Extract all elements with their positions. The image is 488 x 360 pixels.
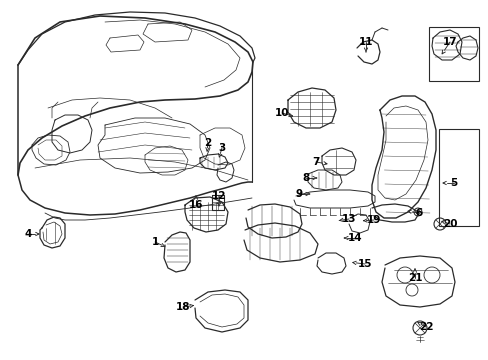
Text: 10: 10 xyxy=(274,108,289,118)
Text: 3: 3 xyxy=(218,143,225,153)
Text: 15: 15 xyxy=(357,259,371,269)
Text: 18: 18 xyxy=(175,302,190,312)
Text: 19: 19 xyxy=(366,215,381,225)
Text: 9: 9 xyxy=(295,189,302,199)
Text: 16: 16 xyxy=(188,200,203,210)
Text: 13: 13 xyxy=(341,214,356,224)
Text: 2: 2 xyxy=(204,138,211,148)
Text: 21: 21 xyxy=(407,273,421,283)
Text: 4: 4 xyxy=(24,229,32,239)
Text: 17: 17 xyxy=(442,37,456,47)
Text: 5: 5 xyxy=(449,178,457,188)
Text: 14: 14 xyxy=(347,233,362,243)
Text: 1: 1 xyxy=(151,237,158,247)
Text: 8: 8 xyxy=(302,173,309,183)
Text: 12: 12 xyxy=(211,191,226,201)
Text: 6: 6 xyxy=(414,208,422,218)
Text: 20: 20 xyxy=(442,219,456,229)
Text: 11: 11 xyxy=(358,37,372,47)
Text: 22: 22 xyxy=(418,322,432,332)
Text: 7: 7 xyxy=(312,157,319,167)
